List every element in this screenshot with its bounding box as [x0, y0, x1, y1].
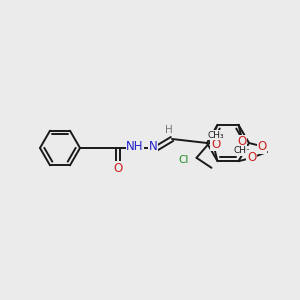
Text: Cl: Cl: [178, 155, 188, 165]
Text: O: O: [237, 135, 246, 148]
Text: O: O: [211, 138, 220, 151]
Text: O: O: [257, 140, 267, 154]
Text: NH: NH: [126, 140, 144, 154]
Text: CH₃: CH₃: [233, 146, 250, 155]
Text: H: H: [165, 125, 173, 135]
Text: CH₃: CH₃: [207, 131, 224, 140]
Text: O: O: [247, 151, 256, 164]
Text: O: O: [113, 161, 123, 175]
Text: N: N: [148, 140, 158, 154]
